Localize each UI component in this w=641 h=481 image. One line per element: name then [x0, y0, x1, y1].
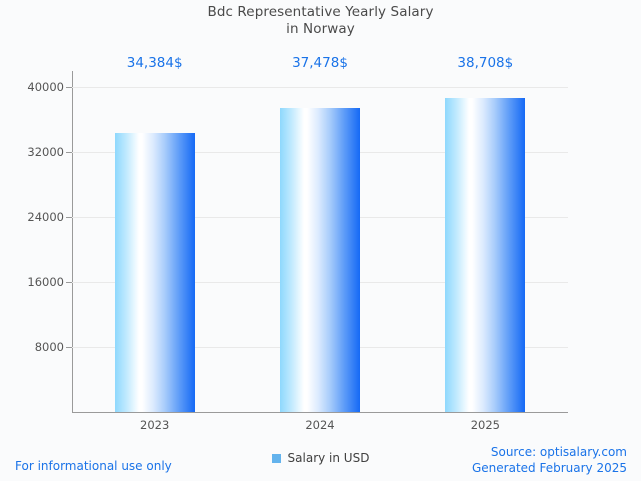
x-axis-tick-label-2025: 2025	[470, 418, 500, 432]
chart-legend: Salary in USD	[0, 451, 641, 465]
bar-value-label-2023: 34,384$	[126, 55, 183, 71]
disclaimer-text: For informational use only	[15, 459, 172, 473]
x-axis-tick-label-2024: 2024	[305, 418, 335, 432]
y-axis-tick-mark	[66, 217, 72, 219]
bar-2024[interactable]	[280, 107, 360, 412]
x-axis-tick-label-2023: 2023	[140, 418, 170, 432]
source-line: Source: optisalary.com	[490, 445, 627, 459]
generated-line: Generated February 2025	[471, 461, 627, 475]
bar-value-label-2024: 37,478$	[292, 55, 348, 71]
y-axis-tick-label: 40000	[27, 80, 64, 95]
y-axis-tick-mark	[66, 347, 72, 349]
y-axis-tick-label: 16000	[27, 275, 64, 290]
chart-title: Bdc Representative Yearly Salary in Norw…	[0, 4, 641, 38]
chart-title-line-1: Bdc Representative Yearly Salary	[207, 4, 434, 20]
y-axis-tick-mark	[66, 282, 72, 284]
y-axis-tick-label: 24000	[27, 210, 64, 225]
bar-2023[interactable]	[114, 132, 195, 412]
gridline	[72, 87, 568, 89]
y-axis-tick-mark	[66, 152, 72, 154]
y-axis-line	[72, 71, 73, 413]
y-axis-tick-mark	[66, 87, 72, 89]
plot-area	[72, 71, 568, 412]
y-axis-tick-label: 8000	[34, 340, 64, 355]
x-axis-line	[72, 412, 568, 413]
source-credit: Source: optisalary.com Generated Februar…	[472, 444, 627, 476]
chart-title-line-2: in Norway	[286, 21, 355, 37]
bar-value-label-2025: 38,708$	[457, 55, 514, 71]
legend-label-salary-in-usd: Salary in USD	[287, 451, 370, 465]
y-axis-tick-label: 32000	[27, 145, 64, 160]
bar-2025[interactable]	[445, 97, 526, 412]
legend-swatch-salary-in-usd	[271, 453, 281, 463]
